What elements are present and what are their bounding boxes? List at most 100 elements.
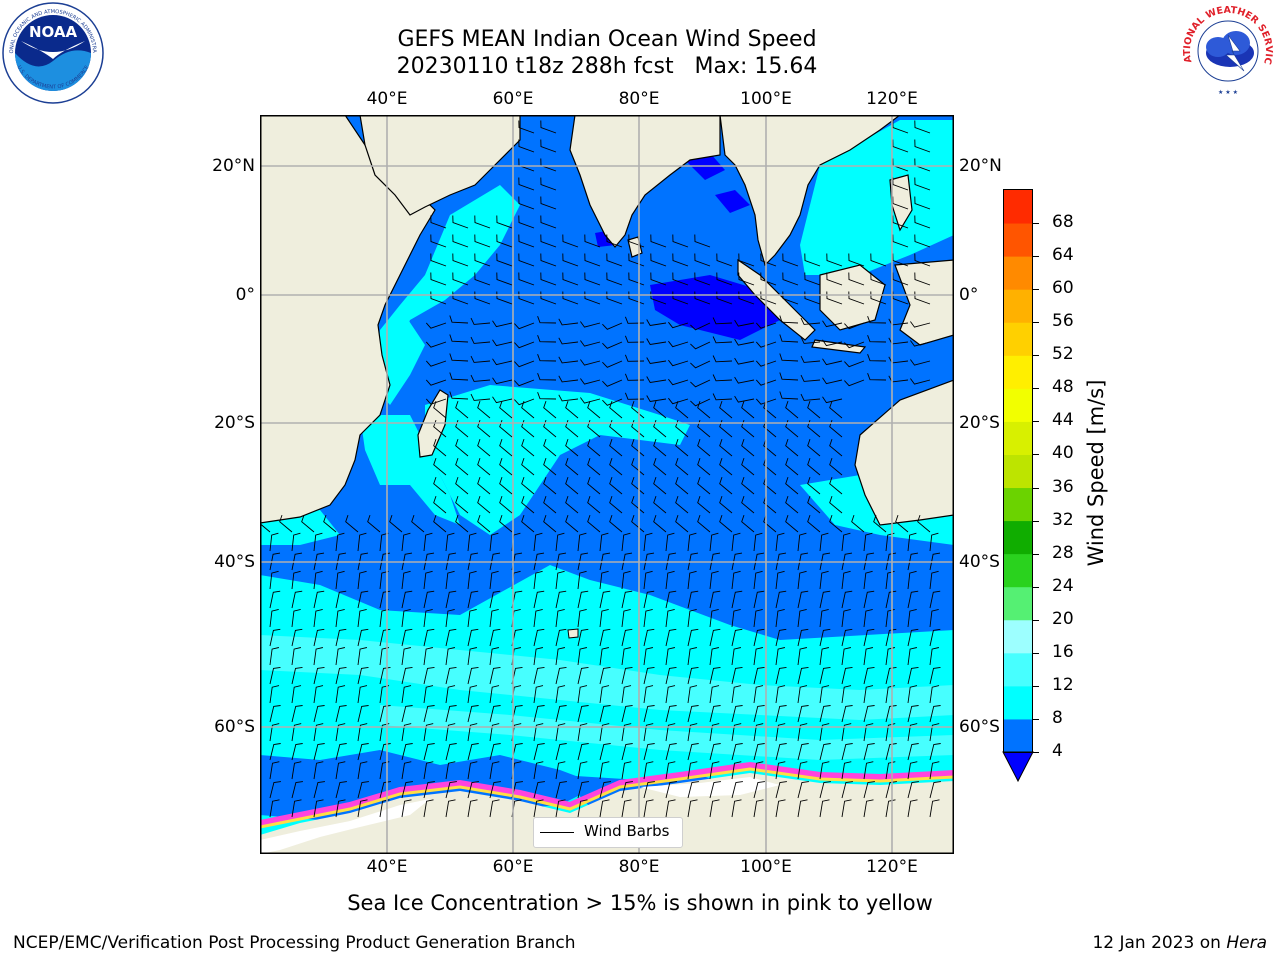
wind-barb [489,705,501,723]
wind-barb [694,291,711,305]
wind-barb [687,799,698,818]
wind-barb [741,476,755,495]
wind-barb [423,647,434,666]
wind-barb [800,317,821,325]
wind-barb [580,378,601,385]
wind-barb [929,532,939,552]
wind-barb [797,685,808,704]
wind-barb [712,336,733,344]
wind-band-south-china-sea [800,120,954,275]
wind-barb [584,234,601,248]
colorbar-segment [1004,454,1032,489]
wind-barb [779,334,799,343]
wind-barb [621,743,633,761]
lon-label-top-120e: 120°E [866,89,918,109]
wind-barb [829,457,843,476]
wind-barb [753,608,763,628]
colorbar-under-triangle [1002,751,1034,783]
wind-barb [643,761,654,780]
wind-barb [734,376,755,384]
wind-barb [760,253,777,267]
wind-barb [643,705,655,723]
noaa-logo: NOAA NATIONAL OCEANIC AND ATMOSPHERIC AD… [1,1,104,104]
wind-band-southern-strong [260,635,954,720]
wind-barb [357,685,368,704]
wind-barb [914,215,931,229]
wind-barb [914,272,931,286]
wind-barb [819,608,829,628]
wind-barb [863,532,873,552]
wind-barb [863,799,874,818]
wind-barb [841,570,851,590]
wind-barb [357,608,367,628]
wind-barb [841,590,853,609]
wind-barb [401,647,412,666]
wind-barb [755,341,777,348]
wind-barb [687,590,699,609]
wind-barb [269,628,281,647]
wind-barb [606,253,623,267]
wind-barb [565,457,579,476]
wind-barb [518,196,535,210]
wind-barb [914,291,931,305]
wind-barb [929,608,939,628]
wind-barb [533,723,544,742]
wind-barb [797,628,809,647]
colorbar-segment [1004,421,1032,455]
wind-barb [851,514,865,533]
colorbar-segment [1004,322,1032,356]
legend-label: Wind Barbs [584,822,670,840]
wind-barb [291,685,302,704]
wind-barb [719,514,733,533]
wind-barb [467,781,479,799]
colorbar-segment [1004,652,1032,687]
wind-barb [521,514,535,533]
wind-barb [609,495,623,514]
wind-barb [807,495,821,514]
wind-barb [467,799,478,818]
wind-barb [357,799,368,818]
wind-barb [779,391,799,400]
wind-barb [577,781,589,799]
wind-barb [914,234,931,248]
wind-barb [521,438,535,457]
wind-barb [543,457,557,476]
wind-barb [543,476,557,495]
wind-barb [558,394,579,402]
wind-barb [719,476,733,495]
wind-barb [914,139,931,153]
colorbar-tick-mark [1033,652,1039,654]
wind-barb [910,378,931,385]
wind-barb [291,781,303,799]
wind-barb [357,590,369,609]
wind-barb [467,552,479,571]
colorbar-tick-mark [1033,223,1039,225]
wind-barb [335,723,346,742]
wind-barb [533,590,545,609]
land-australia [854,379,954,526]
wind-barb [653,514,667,533]
wind-barb [430,234,447,248]
wind-barb [797,590,809,609]
wind-barb [841,647,852,666]
wind-barb [496,291,513,305]
wind-barb [401,761,412,780]
wind-barb [643,685,654,704]
wind-barb [797,761,808,780]
wind-barb [401,590,413,609]
wind-barb [867,354,887,362]
wind-barb [822,320,843,328]
colorbar-tick-label: 16 [1052,641,1074,662]
wind-barb [433,438,447,457]
wind-barb [731,685,742,704]
wind-barb [379,781,391,799]
wind-barb [775,781,787,799]
map-subtitle: 20230110 t18z 288h fcst Max: 15.64 [396,54,818,79]
wind-barb [709,705,721,723]
wind-barb [555,628,567,647]
wind-barb [533,552,545,571]
wind-barb [914,120,931,134]
wind-barb [665,666,677,685]
wind-barb [540,177,557,191]
wind-barb [313,666,325,685]
